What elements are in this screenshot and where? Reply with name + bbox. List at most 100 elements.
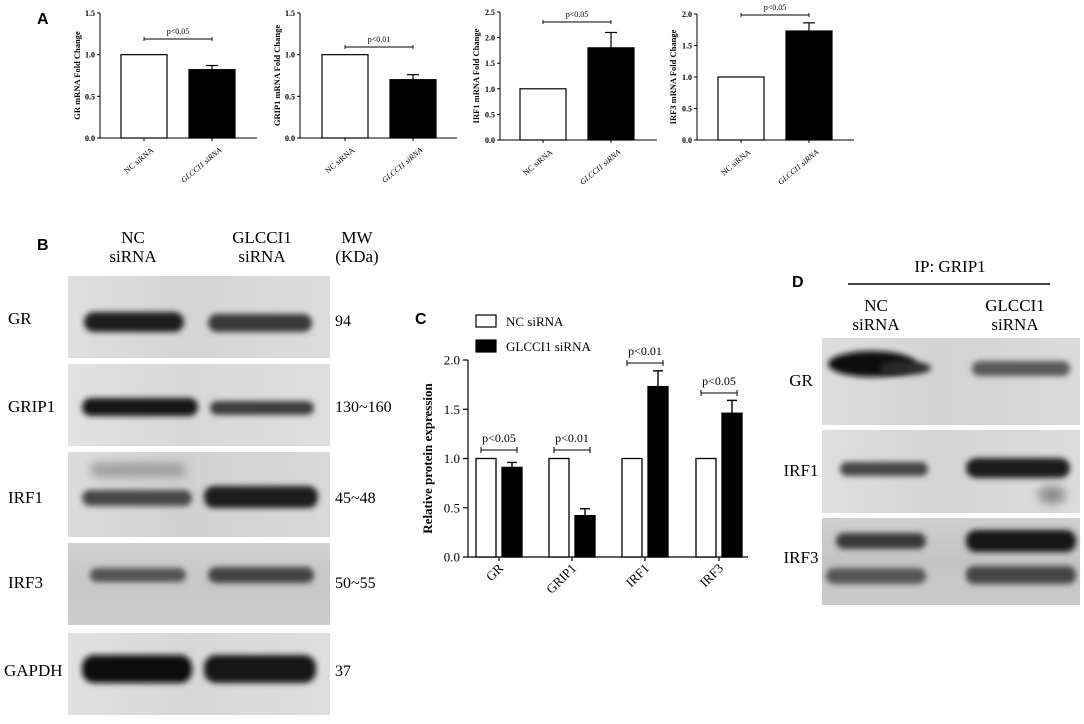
row-label-grip1: GRIP1: [8, 397, 55, 416]
chart-a-1: 0.0 0.5 1.0 1.5 GR mRNA Fold Change NC siRNA G…: [72, 9, 257, 185]
ip-header: IP: GRIP1: [914, 257, 985, 276]
row-label-irf1: IRF1: [784, 461, 819, 480]
chart-c: 0.0 0.5 1.0 1.5 2.0 Relative protein expressi…: [420, 344, 748, 597]
lane-header-nc-line1: NC: [121, 228, 145, 247]
y-tick-label: 0.0: [444, 550, 460, 565]
significance-bracket: [542, 20, 612, 24]
chart-a-4: 0.0 0.5 1.0 1.5 2.0 IRF3 mRNA Fold Change NC s…: [668, 3, 854, 187]
significance-bracket: [344, 45, 414, 49]
bar-grip1-glcci1-sirna: [574, 514, 596, 558]
mw-label-irf3: 50~55: [335, 575, 376, 592]
panel-letter-b: B: [37, 237, 49, 254]
bar-nc-sirna: [321, 54, 369, 139]
significance-bracket: [700, 390, 738, 396]
y-tick-label: 1.0: [444, 451, 460, 466]
bar-nc-sirna: [519, 88, 567, 141]
band-nc: [82, 490, 192, 506]
blot-d-row-gr: [822, 338, 1080, 425]
legend-label-nc-sirna: NC siRNA: [506, 314, 564, 329]
y-axis-label: IRF1 mRNA Fold Change: [471, 28, 481, 123]
chart-c-legend: NC siRNA GLCCI1 siRNA: [475, 314, 591, 354]
bar-irf1-glcci1-sirna: [647, 385, 669, 558]
significance-label: p<0.05: [764, 3, 787, 12]
x-tick-label: NC siRNA: [122, 145, 155, 175]
y-tick-label: 2.0: [682, 10, 692, 19]
blot-b-row-gr: [68, 276, 330, 358]
significance-label: p<0.01: [368, 35, 391, 44]
y-tick-label: 2.5: [485, 8, 495, 17]
significance-bracket: [480, 447, 518, 453]
lane-header-nc-line2: siRNA: [852, 315, 900, 334]
band-nc-upper: [90, 463, 186, 477]
x-tick-label: NC siRNA: [521, 147, 554, 177]
band-glcci1: [204, 655, 316, 683]
blot-b-row-grip1: [68, 364, 330, 446]
band-glcci1-lower: [966, 566, 1076, 584]
y-axis-label: GRIP1 mRNA Fold Change: [272, 25, 282, 127]
bar-irf1-nc-sirna: [621, 457, 643, 558]
significance-label: p<0.05: [566, 10, 589, 19]
mw-header-line2: (KDa): [335, 247, 378, 266]
significance-bracket: [626, 360, 664, 366]
band-glcci1: [966, 458, 1070, 478]
significance-bracket: [740, 13, 810, 17]
x-tick-label: GLCCI1 siRNA: [776, 148, 820, 187]
blot-shading: [822, 338, 1080, 425]
y-tick-label: 2.0: [444, 353, 460, 368]
x-tick-label: GLCCI1 siRNA: [380, 146, 424, 185]
bar-glcci1-sirna: [389, 79, 437, 139]
significance-bracket: [143, 37, 213, 41]
panel-letter-a: A: [37, 11, 49, 28]
bar-glcci1-sirna: [188, 69, 236, 139]
y-tick-label: 1.0: [85, 51, 95, 60]
y-tick-label: 1.5: [444, 402, 460, 417]
x-tick-label: NC siRNA: [323, 145, 356, 175]
bar-gr-nc-sirna: [475, 457, 497, 558]
blot-b-row-gapdh: [68, 633, 330, 715]
significance-label: p<0.01: [628, 344, 662, 358]
blot-d-row-irf1: [822, 430, 1080, 513]
lane-header-glcci1-line1: GLCCI1: [985, 296, 1045, 315]
mw-label-gr: 94: [335, 313, 351, 330]
y-axis-label: GR mRNA Fold Change: [72, 31, 82, 120]
significance-label: p<0.01: [555, 431, 589, 445]
band-glcci1: [208, 314, 312, 332]
significance-label: p<0.05: [167, 27, 190, 36]
blot-shading: [68, 543, 330, 625]
band-glcci1: [972, 361, 1070, 376]
bar-glcci1-sirna: [587, 47, 635, 141]
panel-letter-d: D: [792, 274, 804, 291]
y-tick-label: 0.5: [485, 110, 495, 119]
row-label-irf1: IRF1: [8, 488, 43, 507]
band-glcci1: [210, 401, 314, 415]
y-tick-label: 0.5: [682, 105, 692, 114]
bar-nc-sirna: [717, 76, 765, 141]
y-tick-label: 0.0: [682, 136, 692, 145]
mw-label-grip1: 130~160: [335, 399, 392, 416]
band-glcci1-upper: [966, 530, 1076, 552]
x-tick-label: GLCCI1 siRNA: [578, 148, 622, 187]
mw-label-gapdh: 37: [335, 663, 351, 680]
significance-label: p<0.05: [702, 374, 736, 388]
lane-header-glcci1-line1: GLCCI1: [232, 228, 292, 247]
band-glcci1: [208, 567, 314, 583]
significance-bracket: [553, 447, 591, 453]
panel-d-blot: IP: GRIP1 NC siRNA GLCCI1 siRNA GR IRF1: [784, 257, 1080, 605]
x-tick-label: NC siRNA: [719, 147, 752, 177]
lane-header-nc-line1: NC: [864, 296, 888, 315]
y-tick-label: 2.0: [485, 34, 495, 43]
bar-irf3-nc-sirna: [695, 457, 717, 558]
row-label-irf3: IRF3: [8, 573, 43, 592]
y-axis-label: IRF3 mRNA Fold Change: [668, 29, 678, 124]
band-nc-upper: [836, 533, 926, 549]
legend-swatch-nc-sirna: [475, 314, 497, 328]
y-tick-label: 0.5: [285, 92, 295, 101]
band-nc: [90, 568, 186, 582]
bar-grip1-nc-sirna: [548, 457, 570, 558]
x-tick-label: IRF1: [623, 561, 653, 591]
x-tick-label: GR: [483, 560, 507, 584]
y-tick-label: 1.5: [285, 9, 295, 18]
row-label-gr: GR: [8, 309, 32, 328]
